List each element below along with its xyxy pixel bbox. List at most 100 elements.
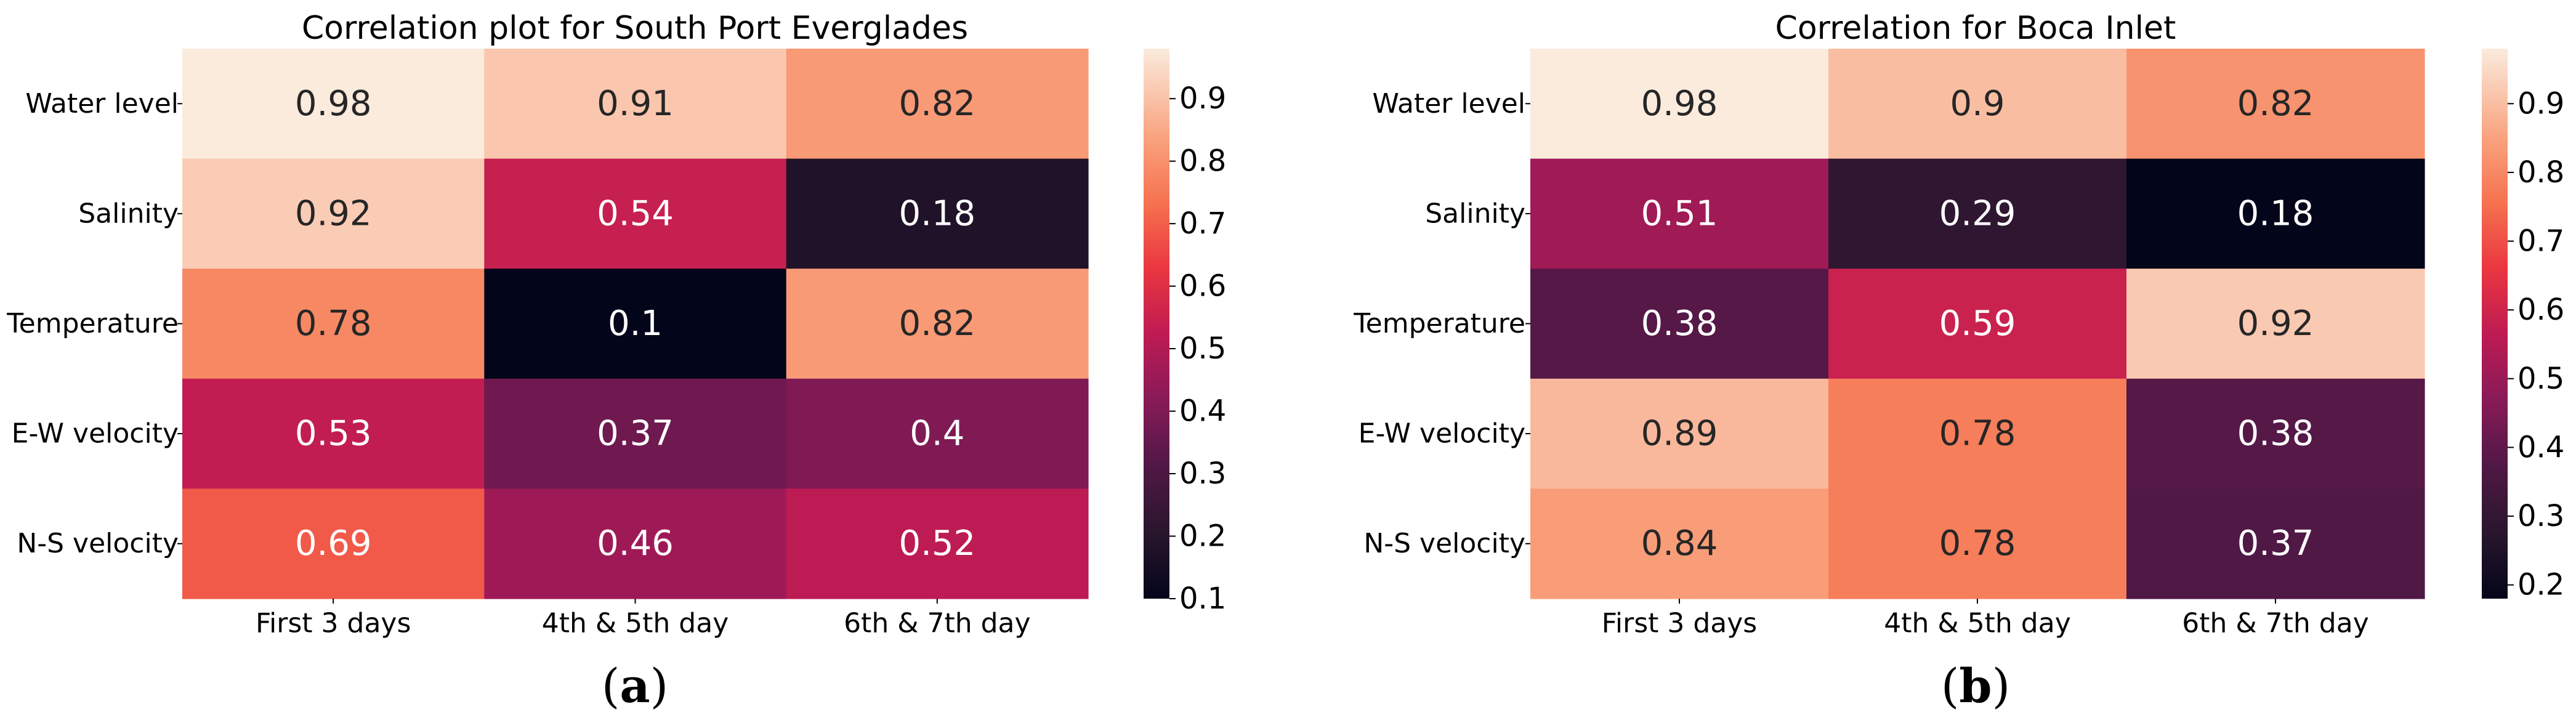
cell-value-label: 0.82: [898, 84, 975, 124]
cell-value-label: 0.52: [898, 524, 975, 564]
heatmap-cell: [1530, 378, 1829, 489]
heatmap-cell: [1828, 488, 2127, 599]
heatmap-cell: [182, 488, 485, 599]
colorbar-tick-label: 0.5: [1179, 331, 1226, 366]
cell-value-label: 0.89: [1641, 414, 1718, 454]
chart-title-b: Correlation for Boca Inlet: [1775, 10, 2176, 47]
colorbar-tick-label: 0.8: [2517, 155, 2564, 190]
heatmap-cell: [484, 158, 787, 269]
heatmap-cell: [484, 378, 787, 489]
column-label: 4th & 5th day: [542, 608, 729, 639]
row-label: Water level: [25, 88, 179, 119]
colorbar-ticks-b: 0.2 0.3 0.4 0.5 0.6 0.7 0.8 0.9: [2508, 86, 2564, 602]
heatmap-cells-b: 0.98 0.9 0.82 0.51 0.29 0.18 0.38 0.59 0.92 0.89 0…: [1530, 49, 2425, 599]
cell-value-label: 0.78: [1939, 414, 2016, 454]
heatmap-cell: [1828, 158, 2127, 269]
heatmap-cell: [1530, 49, 1829, 160]
heatmap-cell: [1530, 488, 1829, 599]
panel-label-a: (a): [602, 658, 669, 713]
colorbar-tick-label: 0.6: [2517, 293, 2564, 327]
cell-value-label: 0.38: [2237, 414, 2314, 454]
heatmap-cell: [1530, 158, 1829, 269]
colorbar-tick-label: 0.3: [1179, 456, 1226, 491]
cell-value-label: 0.29: [1939, 193, 2016, 233]
row-label: N-S velocity: [1363, 528, 1525, 559]
colorbar-tick-label: 0.2: [2517, 568, 2564, 602]
heatmap-cell: [484, 488, 787, 599]
cell-value-label: 0.82: [2237, 84, 2314, 124]
colorbar-tick-label: 0.8: [1179, 144, 1226, 179]
colorbar-b: [2482, 49, 2508, 599]
row-labels-b: Water level Salinity Temperature E-W veloci…: [1353, 88, 1530, 559]
heatmap-cell: [2126, 488, 2425, 599]
cell-value-label: 0.18: [2237, 193, 2314, 233]
heatmap-cell: [484, 269, 787, 379]
colorbar-tick-label: 0.4: [2517, 430, 2564, 464]
heatmap-cell: [786, 49, 1089, 160]
row-labels-a: Water level Salinity Temperature E-W veloci…: [6, 88, 182, 559]
cell-value-label: 0.46: [597, 524, 674, 564]
colorbar-tick-label: 0.6: [1179, 269, 1226, 304]
cell-value-label: 0.51: [1641, 193, 1718, 233]
column-label: 6th & 7th day: [844, 608, 1030, 639]
colorbar-tick-label: 0.7: [2517, 224, 2564, 259]
colorbar-tick-label: 0.3: [2517, 499, 2564, 533]
cell-value-label: 0.38: [1641, 304, 1718, 344]
cell-value-label: 0.92: [2237, 304, 2314, 344]
row-label: Salinity: [1425, 198, 1525, 229]
cell-value-label: 0.37: [597, 414, 674, 454]
row-label: Water level: [1372, 88, 1525, 119]
heatmap-cell: [1828, 269, 2127, 379]
heatmap-cell: [182, 158, 485, 269]
colorbar-tick-label: 0.5: [2517, 362, 2564, 396]
heatmap-cell: [182, 378, 485, 489]
cell-value-label: 0.53: [295, 414, 372, 454]
cell-value-label: 0.78: [295, 304, 372, 344]
cell-value-label: 0.9: [1950, 84, 2005, 124]
cell-value-label: 0.69: [295, 524, 372, 564]
cell-value-label: 0.18: [898, 193, 975, 233]
heatmap-cell: [2126, 269, 2425, 379]
colorbar-ticks-a: 0.1 0.2 0.3 0.4 0.5 0.6 0.7 0.8 0.9: [1169, 81, 1226, 616]
heatmap-cell: [2126, 378, 2425, 489]
colorbar-a: [1144, 49, 1169, 599]
column-label: 4th & 5th day: [1884, 608, 2070, 639]
heatmap-cell: [182, 269, 485, 379]
heatmap-cell: [1828, 49, 2127, 160]
cell-value-label: 0.82: [898, 304, 975, 344]
colorbar-tick-label: 0.9: [2517, 86, 2564, 121]
cell-value-label: 0.98: [295, 84, 372, 124]
heatmap-cell: [2126, 158, 2425, 269]
cell-value-label: 0.1: [608, 304, 663, 344]
heatmap-cell: [182, 49, 485, 160]
heatmap-cell: [786, 488, 1089, 599]
panel-label-b: (b): [1941, 658, 2010, 713]
colorbar-tick-label: 0.1: [1179, 581, 1226, 616]
heatmap-cells-a: 0.98 0.91 0.82 0.92 0.54 0.18 0.78 0.1 0.82 0.53 0…: [182, 49, 1089, 599]
chart-title-a: Correlation plot for South Port Everglad…: [302, 10, 968, 47]
column-labels-a: First 3 days 4th & 5th day 6th & 7th day: [256, 599, 1031, 639]
cell-value-label: 0.59: [1939, 304, 2016, 344]
row-label: N-S velocity: [17, 528, 179, 559]
cell-value-label: 0.37: [2237, 524, 2314, 564]
heatmap-panel-b: Correlation for Boca Inlet 0.98 0.9 0.820.…: [1353, 10, 2564, 713]
cell-value-label: 0.98: [1641, 84, 1718, 124]
row-label: Temperature: [1353, 308, 1525, 339]
heatmap-cell: [2126, 49, 2425, 160]
colorbar-tick-label: 0.9: [1179, 81, 1226, 116]
heatmap-panel-a: Correlation plot for South Port Everglad…: [6, 10, 1226, 713]
colorbar-tick-label: 0.2: [1179, 519, 1226, 554]
cell-value-label: 0.78: [1939, 524, 2016, 564]
heatmap-cell: [1530, 269, 1829, 379]
cell-value-label: 0.54: [597, 193, 674, 233]
cell-value-label: 0.84: [1641, 524, 1718, 564]
row-label: E-W velocity: [1359, 418, 1525, 450]
heatmap-cell: [786, 269, 1089, 379]
cell-value-label: 0.92: [295, 193, 372, 233]
cell-value-label: 0.91: [597, 84, 674, 124]
heatmap-cell: [786, 158, 1089, 269]
row-label: Salinity: [78, 198, 179, 229]
row-label: Temperature: [6, 308, 179, 339]
column-labels-b: First 3 days 4th & 5th day 6th & 7th day: [1602, 599, 2369, 639]
